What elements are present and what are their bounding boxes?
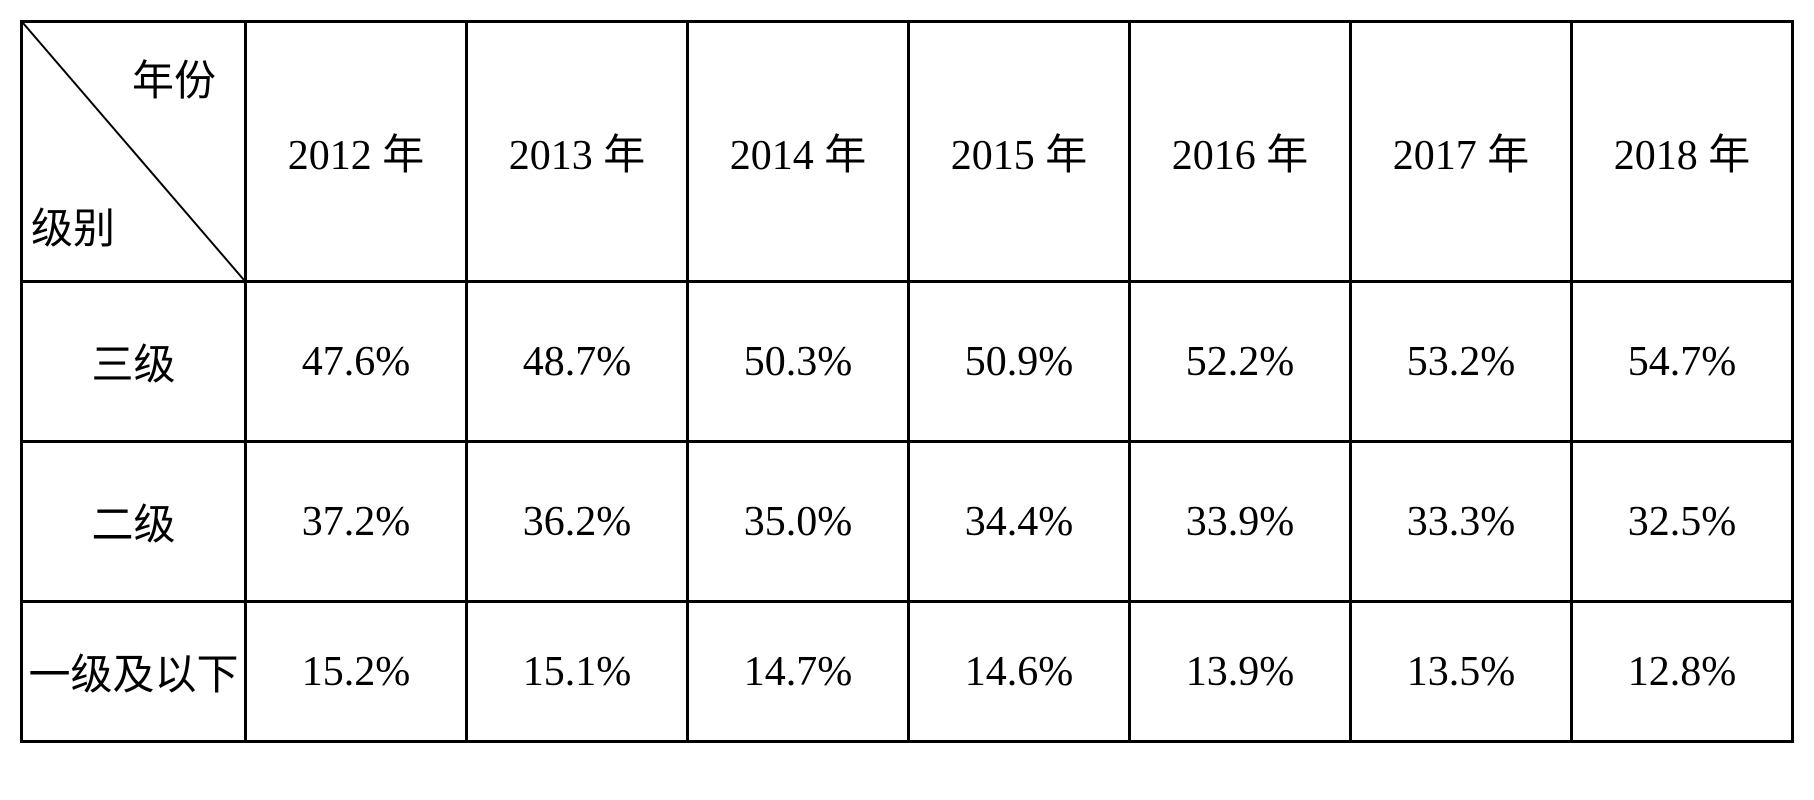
table-cell: 15.1% [467, 602, 688, 742]
diagonal-header-top-label: 年份 [132, 47, 216, 108]
table-row: 一级及以下 15.2% 15.1% 14.7% 14.6% 13.9% 13.5… [22, 602, 1793, 742]
data-table: 年份 级别 2012 年 2013 年 2014 年 2015 年 2016 年… [20, 20, 1794, 743]
row-label: 一级及以下 [22, 602, 246, 742]
table-cell: 34.4% [909, 442, 1130, 602]
table-cell: 52.2% [1130, 282, 1351, 442]
table-cell: 33.3% [1351, 442, 1572, 602]
column-header: 2014 年 [688, 22, 909, 282]
row-label: 二级 [22, 442, 246, 602]
diagonal-header-bottom-label: 级别 [31, 195, 115, 256]
table-cell: 37.2% [246, 442, 467, 602]
table-cell: 47.6% [246, 282, 467, 442]
table-cell: 53.2% [1351, 282, 1572, 442]
table-cell: 33.9% [1130, 442, 1351, 602]
column-header: 2015 年 [909, 22, 1130, 282]
column-header: 2017 年 [1351, 22, 1572, 282]
column-header: 2018 年 [1572, 22, 1793, 282]
table-cell: 13.9% [1130, 602, 1351, 742]
table-cell: 14.6% [909, 602, 1130, 742]
table-cell: 15.2% [246, 602, 467, 742]
diagonal-header-cell: 年份 级别 [22, 22, 246, 282]
table-cell: 54.7% [1572, 282, 1793, 442]
table-cell: 13.5% [1351, 602, 1572, 742]
column-header: 2016 年 [1130, 22, 1351, 282]
table-row: 二级 37.2% 36.2% 35.0% 34.4% 33.9% 33.3% 3… [22, 442, 1793, 602]
table-cell: 50.3% [688, 282, 909, 442]
table-cell: 32.5% [1572, 442, 1793, 602]
table-row: 三级 47.6% 48.7% 50.3% 50.9% 52.2% 53.2% 5… [22, 282, 1793, 442]
column-header: 2012 年 [246, 22, 467, 282]
table-cell: 48.7% [467, 282, 688, 442]
row-label: 三级 [22, 282, 246, 442]
table-cell: 35.0% [688, 442, 909, 602]
data-table-container: 年份 级别 2012 年 2013 年 2014 年 2015 年 2016 年… [20, 20, 1794, 743]
table-cell: 36.2% [467, 442, 688, 602]
table-cell: 50.9% [909, 282, 1130, 442]
table-cell: 14.7% [688, 602, 909, 742]
table-cell: 12.8% [1572, 602, 1793, 742]
column-header: 2013 年 [467, 22, 688, 282]
table-header-row: 年份 级别 2012 年 2013 年 2014 年 2015 年 2016 年… [22, 22, 1793, 282]
